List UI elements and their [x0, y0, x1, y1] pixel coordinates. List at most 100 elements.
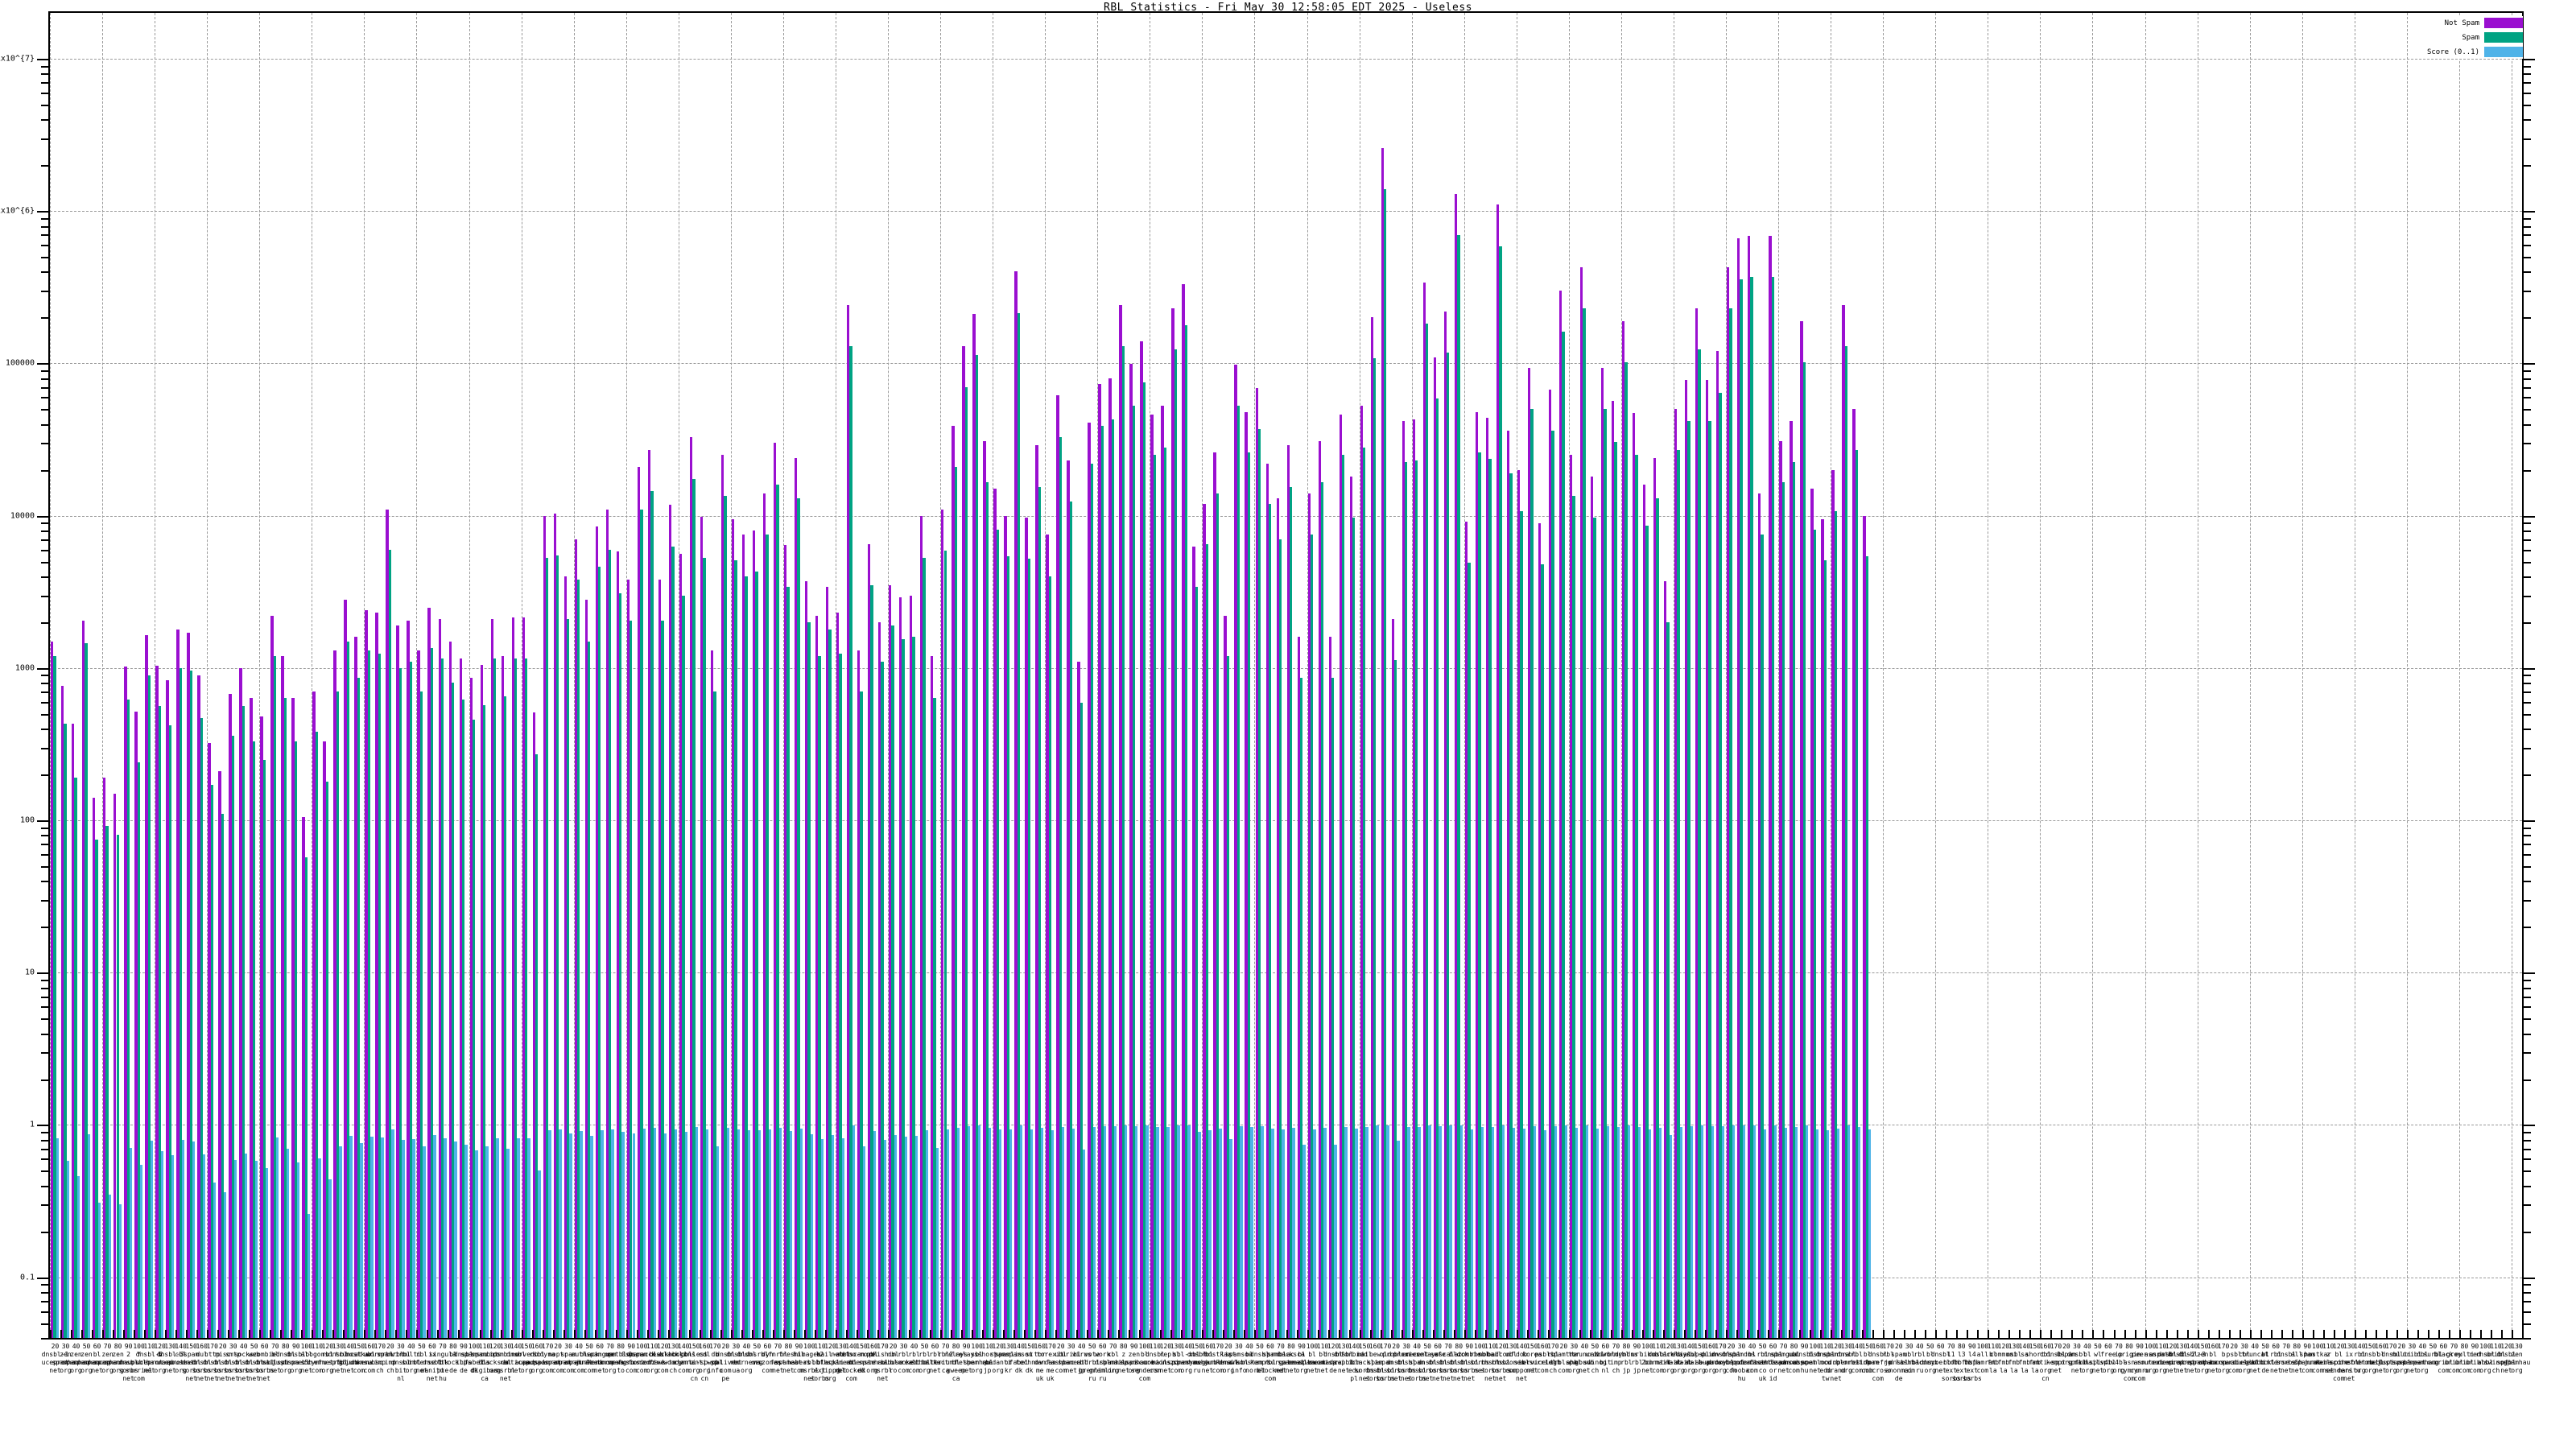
x-tick-label: 170 phishin rbl msrbl net [869, 1343, 897, 1382]
bar-spam [713, 691, 716, 1338]
x-tick-label: 160 cdl anti-sp org cn [691, 1343, 719, 1382]
x-tick-label: 120 bl score senders com [2325, 1343, 2353, 1382]
bar-spam [189, 671, 192, 1338]
y-tick-label: 100000 [5, 358, 35, 368]
bar-score [862, 1146, 866, 1338]
bar-spam [1478, 452, 1481, 1338]
bar-not-spam [1276, 498, 1279, 1338]
bar-score [977, 1125, 981, 1338]
bar-score [1491, 1127, 1494, 1338]
bar-not-spam [626, 580, 630, 1338]
x-tick-label: 170 rbl jp [1882, 1343, 1894, 1366]
bar-not-spam [731, 518, 735, 1338]
y-tick-minor [41, 729, 48, 731]
y-tick-minor [41, 1033, 48, 1035]
gridline-horizontal [50, 211, 2522, 213]
bar-spam [964, 386, 968, 1338]
y-tick-minor-right [2524, 595, 2531, 597]
bar-spam [724, 495, 727, 1338]
x-tick-label: 120 rep mailspi net [1151, 1343, 1179, 1374]
bar-score [632, 1133, 635, 1338]
bar-not-spam [584, 600, 588, 1338]
y-tick-minor [41, 245, 48, 247]
x-tick [2490, 1330, 2492, 1340]
y-tick-label: 10 [24, 968, 35, 977]
bar-spam [1729, 308, 1732, 1338]
x-tick-label: 110 bl fmb la [1987, 1343, 2000, 1374]
y-tick-major-right [2524, 515, 2535, 518]
bar-not-spam [836, 613, 840, 1338]
x-tick-label: 80 ubl unsubsc com [1780, 1343, 1808, 1374]
x-tick-label: 120 blackho five-te com [649, 1343, 677, 1374]
x-tick-label: 80 z mailspi net [1109, 1343, 1137, 1374]
y-tick-label: 1x10^{7} [0, 54, 35, 64]
y-tick-major [37, 58, 48, 60]
y-tick-minor-right [2524, 747, 2531, 749]
bar-score [611, 1129, 614, 1338]
bar-spam [409, 662, 413, 1338]
y-tick-minor [41, 866, 48, 868]
bar-score [1669, 1134, 1673, 1338]
bar-score [192, 1141, 196, 1338]
x-tick-label: 140 rbl efnetrb org [2346, 1343, 2374, 1374]
x-tick-label: 150 bl tiopan com [1856, 1343, 1880, 1374]
bar-spam [535, 754, 539, 1338]
x-tick [92, 1330, 94, 1340]
x-tick [2176, 1330, 2178, 1340]
x-tick [280, 1330, 283, 1340]
bar-spam [1257, 429, 1261, 1338]
x-tick [1673, 1330, 1675, 1340]
y-tick-minor-right [2524, 899, 2531, 902]
bar-score [1177, 1125, 1180, 1338]
bar-spam [147, 675, 151, 1338]
bar-spam [1038, 486, 1041, 1338]
bar-not-spam [1579, 266, 1583, 1338]
x-tick-label: 120 blackho mail-ab org [1654, 1343, 1682, 1374]
x-tick-label: 170 hostkar junkema com [1204, 1343, 1232, 1374]
bar-not-spam [1234, 365, 1237, 1338]
bar-spam [357, 678, 361, 1338]
y-tick-minor [41, 549, 48, 551]
x-tick-label: 60 dnsbl cyberlo net [1926, 1343, 1955, 1374]
bar-score [1679, 1127, 1683, 1338]
bar-score [674, 1129, 677, 1338]
x-tick [1893, 1330, 1896, 1340]
x-tick-label: 90 hil habeas com [786, 1343, 811, 1374]
y-tick-minor-right [2524, 82, 2531, 85]
y-tick-minor [41, 899, 48, 902]
x-tick-label: 30 cbl abuseat org [2231, 1343, 2259, 1374]
bar-spam [1844, 346, 1847, 1338]
x-tick [2197, 1330, 2199, 1340]
gridline-vertical [1568, 13, 1570, 1338]
bar-score [946, 1129, 950, 1338]
grid-layer [50, 13, 2522, 1338]
gridline-vertical [1045, 13, 1046, 1338]
y-tick-minor [41, 397, 48, 399]
y-tick-minor [41, 138, 48, 140]
bar-score [1187, 1125, 1191, 1338]
y-tick-minor [41, 409, 48, 411]
x-tick [1160, 1330, 1162, 1340]
bar-spam [262, 759, 266, 1338]
x-tick [1757, 1330, 1760, 1340]
bar-spam [1771, 276, 1774, 1338]
y-tick-major [37, 972, 48, 975]
bar-score [391, 1129, 394, 1338]
bar-score [349, 1135, 353, 1338]
bar-spam [776, 485, 779, 1338]
y-tick-minor [41, 595, 48, 597]
y-tick-minor-right [2524, 854, 2531, 857]
y-tick-minor-right [2524, 443, 2531, 445]
x-tick-label: 20 0spam org [2056, 1343, 2076, 1366]
bar-not-spam [145, 634, 148, 1338]
bar-score [1648, 1129, 1652, 1338]
x-tick [772, 1330, 774, 1340]
bar-spam [1017, 312, 1020, 1338]
x-tick [1453, 1330, 1455, 1340]
bar-not-spam [720, 455, 724, 1338]
bar-not-spam [1790, 420, 1793, 1338]
bar-not-spam [1339, 415, 1342, 1338]
y-tick-minor-right [2524, 217, 2531, 220]
y-tick-minor-right [2524, 1006, 2531, 1009]
bar-score [548, 1130, 551, 1338]
